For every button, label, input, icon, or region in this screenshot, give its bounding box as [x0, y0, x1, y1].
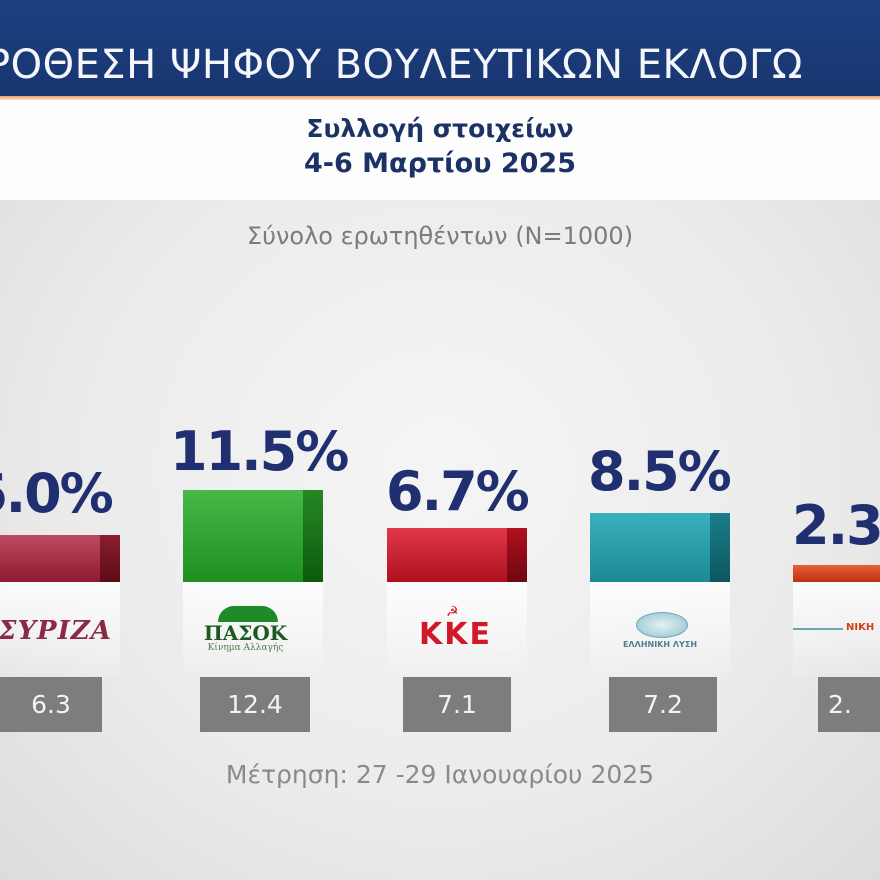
party-logo-elliniki-lysi: ΕΛΛΗΝΙΚΗ ΛΥΣΗ — [622, 640, 698, 649]
bar-pasok — [183, 490, 323, 582]
party-logo-pasok: ΠΑΣΟΚ — [203, 621, 288, 645]
bar-kke — [387, 528, 527, 582]
previous-value-box: 7.1 — [403, 677, 511, 732]
previous-value-box: 7.2 — [609, 677, 717, 732]
sample-size-label: Σύνολο ερωτηθέντων (N=1000) — [246, 222, 634, 250]
party-logo-niki: ΝΙΚΗ — [846, 622, 875, 633]
hammer-sickle-icon: ☭ — [446, 604, 459, 620]
bar-elliniki-lysi — [590, 513, 730, 582]
value-label: 2.3 — [792, 494, 880, 557]
previous-value-box: 6.3 — [0, 677, 102, 732]
header-banner: ΡΟΘΕΣΗ ΨΗΦΟΥ ΒΟΥΛΕΥΤΙΚΩΝ ΕΚΛΟΓΩ — [0, 0, 880, 96]
bar-syriza — [0, 535, 120, 582]
previous-measurement-label: Μέτρηση: 27 -29 Ιανουαρίου 2025 — [225, 760, 655, 789]
subheader-band — [0, 100, 880, 200]
previous-value-box: 2. — [818, 677, 880, 732]
data-collection-label: Συλλογή στοιχείων — [306, 114, 574, 143]
party-logo-syriza: ΣΥΡΙΖΑ — [0, 616, 112, 646]
value-label: 8.5% — [588, 440, 732, 503]
data-collection-dates: 4-6 Μαρτίου 2025 — [303, 148, 576, 179]
sun-icon — [218, 606, 278, 622]
page-title: ΡΟΘΕΣΗ ΨΗΦΟΥ ΒΟΥΛΕΥΤΙΚΩΝ ΕΚΛΟΓΩ — [0, 42, 803, 88]
value-label: 6.0% — [0, 462, 114, 525]
party-logo-subtitle: Κίνημα Αλλαγής — [207, 643, 284, 653]
value-label: 11.5% — [170, 420, 349, 483]
compass-icon — [636, 612, 688, 638]
bar-niki — [793, 565, 880, 582]
accent-rule — [0, 96, 880, 100]
value-label: 6.7% — [386, 460, 530, 523]
party-logo-kke: ΚΚΕ — [419, 617, 492, 652]
previous-value-box: 12.4 — [200, 677, 310, 732]
windmill-icon — [793, 628, 843, 630]
